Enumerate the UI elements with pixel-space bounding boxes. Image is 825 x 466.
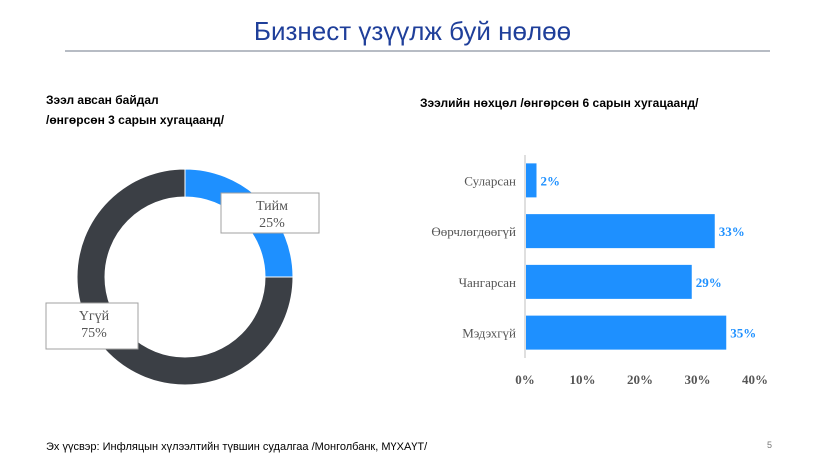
category-label: Мэдэхгүй [462, 326, 516, 341]
donut-slice-2 [76, 168, 294, 386]
category-label: Чангарсан [459, 275, 516, 290]
bar-value-label: 29% [696, 275, 722, 290]
bar-1 [526, 163, 537, 198]
x-tick-label: 30% [685, 372, 711, 387]
donut-title-line1: Зээл авсан байдал [46, 93, 159, 107]
donut-slice-value: 75% [81, 326, 107, 341]
slide-title: Бизнест үзүүлж буй нөлөө [253, 16, 572, 46]
source-note: Эх үүсвэр: Инфляцын хүлээлтийн түвшин су… [46, 441, 428, 453]
page-number: 5 [767, 440, 773, 450]
category-label: Өөрчлөгдөөгүй [431, 224, 516, 239]
donut-label-box-2 [45, 302, 139, 350]
bar-chart-title: Зээлийн нөхцөл /өнгөрсөн 6 сарын хугацаа… [420, 96, 699, 110]
category-label: Суларсан [464, 173, 516, 188]
donut-label-box-1 [220, 192, 320, 234]
donut-slice-value: 25% [259, 216, 285, 231]
donut-title-line2: /өнгөрсөн 3 сарын хугацаанд/ [46, 113, 225, 127]
donut-chart-title: Зээл авсан байдал /өнгөрсөн 3 сарын хуга… [46, 90, 346, 130]
title-divider [65, 50, 770, 52]
bar-value-label: 2% [541, 173, 561, 188]
bar-value-label: 35% [730, 326, 756, 341]
bar-4 [526, 315, 727, 350]
x-tick-label: 40% [742, 372, 768, 387]
bar-2 [526, 214, 715, 249]
bar-value-label: 33% [719, 224, 745, 239]
x-tick-label: 10% [570, 372, 596, 387]
donut-slice-label: Үгүй [79, 309, 110, 324]
x-tick-label: 20% [627, 372, 653, 387]
x-tick-label: 0% [515, 372, 535, 387]
bar-3 [526, 264, 692, 299]
donut-slice-label: Тийм [256, 199, 288, 214]
